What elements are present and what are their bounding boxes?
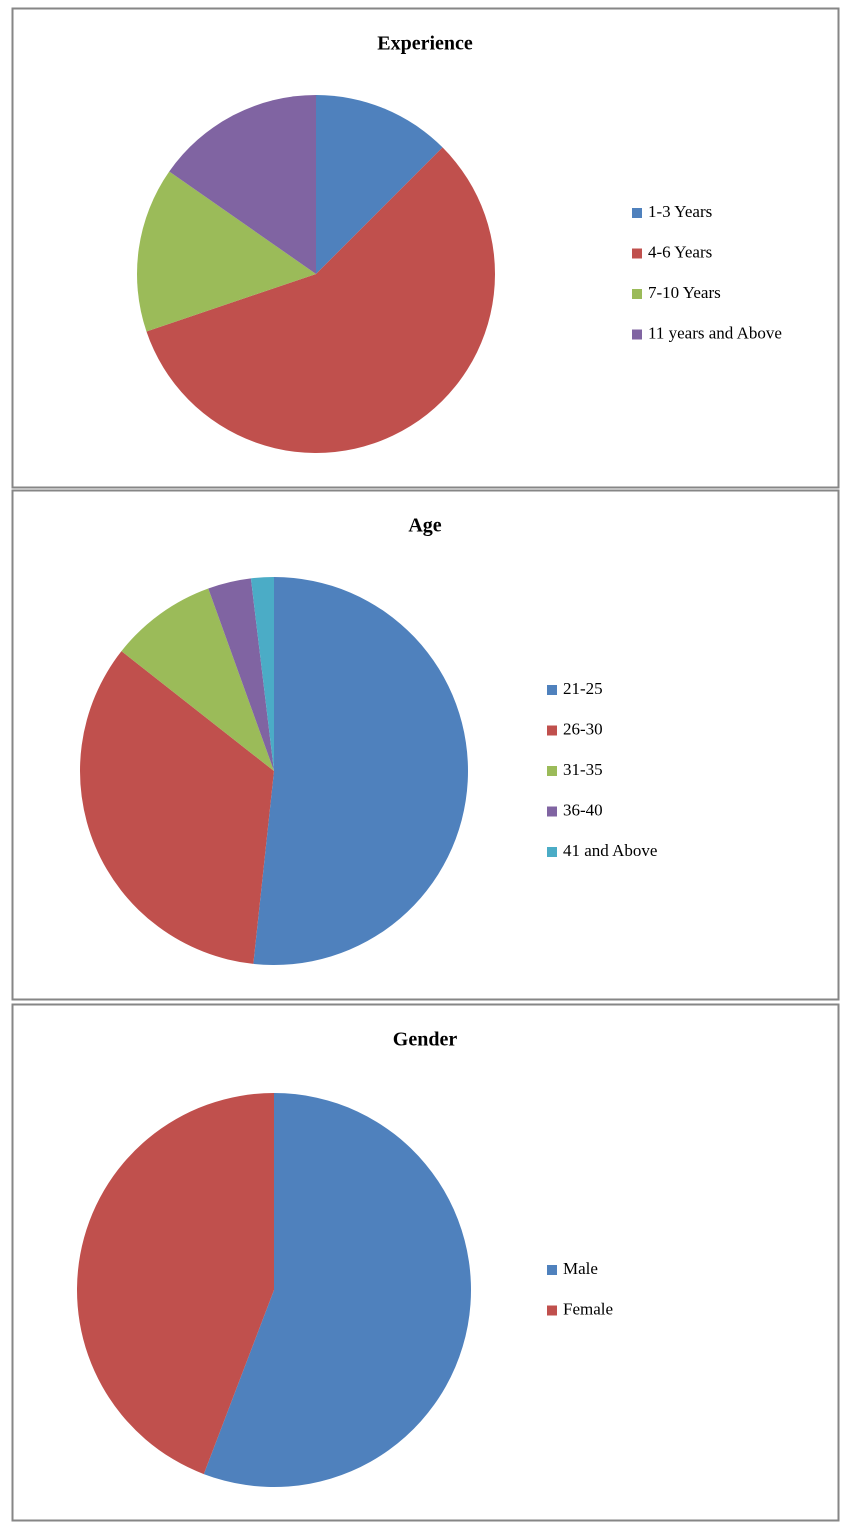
legend-label: 1-3 Years [648, 202, 712, 221]
pie-slice [80, 651, 274, 964]
legend-swatch [547, 685, 557, 695]
legend-swatch [632, 329, 642, 340]
pie-slice [76, 1092, 274, 1475]
chart-title: Experience [377, 33, 473, 55]
pie-slice [146, 147, 496, 454]
legend-swatch [632, 248, 642, 259]
legend-swatch [632, 289, 642, 299]
pie-slice [316, 95, 443, 274]
pie-slice [121, 588, 274, 771]
legend-label: 11 years and Above [648, 323, 782, 342]
pie-slice [137, 171, 316, 332]
legend-label: Female [563, 1299, 613, 1318]
pie-slice [208, 578, 274, 771]
legend-label: 4-6 Years [648, 242, 712, 261]
chart-title: Age [408, 515, 441, 537]
legend-label: Male [563, 1259, 598, 1278]
legend-swatch [547, 766, 557, 776]
legend-swatch [547, 806, 557, 817]
pie-slice [250, 577, 274, 771]
chart-title: Gender [393, 1029, 458, 1051]
legend-label: 41 and Above [563, 841, 657, 860]
legend-swatch [547, 1265, 557, 1275]
legend-swatch [547, 1305, 557, 1316]
legend-label: 21-25 [563, 679, 603, 698]
pie-slice [169, 94, 316, 274]
legend-swatch [547, 725, 557, 736]
legend-swatch [547, 847, 557, 857]
legend-label: 36-40 [563, 800, 603, 819]
legend-label: 26-30 [563, 719, 603, 738]
legend-label: 31-35 [563, 760, 603, 779]
legend-label: 7-10 Years [648, 283, 721, 302]
legend-swatch [632, 208, 642, 218]
pie-slice [203, 1093, 471, 1487]
pie-slice [253, 577, 469, 965]
